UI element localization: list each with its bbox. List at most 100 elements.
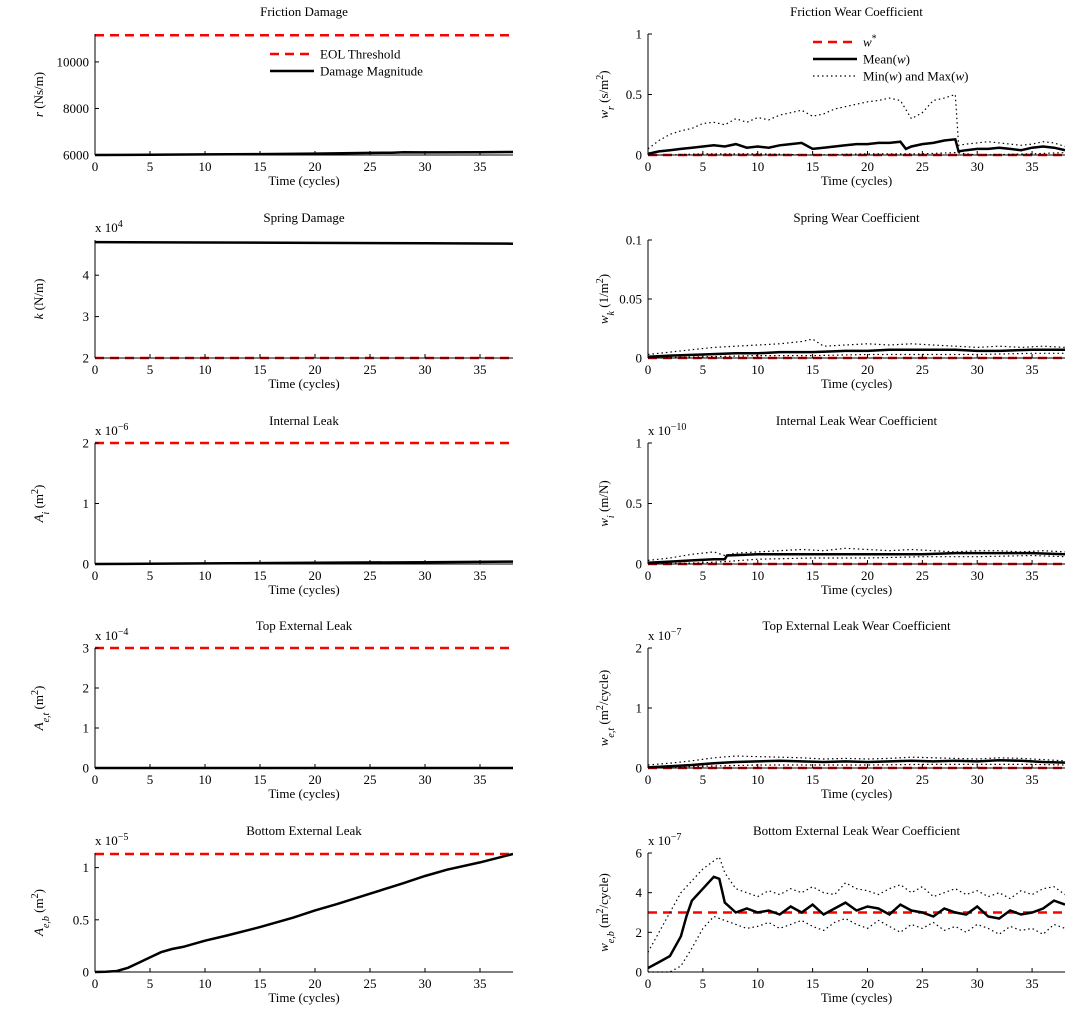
x-tick-label: 20 — [861, 976, 874, 991]
axis-multiplier: x 10−7 — [648, 832, 681, 849]
x-tick-label: 35 — [1026, 159, 1039, 174]
series-solid-black-1 — [648, 875, 1065, 970]
x-tick-label: 25 — [364, 772, 377, 787]
x-tick-label: 35 — [1026, 362, 1039, 377]
x-tick-label: 20 — [861, 568, 874, 583]
x-tick-label: 35 — [1026, 568, 1039, 583]
series-solid-black-1 — [95, 852, 513, 974]
x-tick-label: 25 — [916, 159, 929, 174]
chart-title: Internal Leak Wear Coefficient — [776, 413, 938, 428]
y-axis-label: r (Ns/m) — [31, 72, 46, 117]
series-dotted-black-2 — [648, 547, 1065, 561]
x-tick-label: 30 — [971, 362, 984, 377]
x-tick-label: 30 — [419, 159, 432, 174]
legend: EOL Threshold Damage Magnitude — [270, 47, 423, 79]
x-tick-label: 10 — [199, 568, 212, 583]
chart-panel-spring-damage: 0 5 10 15 20 25 30 35 2 3 4 Spring Damage Time (cycl… — [31, 210, 513, 391]
series-solid-black-1 — [648, 348, 1065, 359]
series-solid-black-1 — [648, 758, 1065, 769]
chart-panel-bottom-external-leak-wear: 0 5 10 15 20 25 30 35 0 2 4 6 Bottom External Leak W… — [595, 823, 1065, 1005]
chart-panel-spring-wear: 0 5 10 15 20 25 30 35 0 0.05 0.1 Spring Wear Coeffi… — [595, 210, 1065, 391]
axis-multiplier: x 10−4 — [95, 627, 128, 644]
x-axis-label: Time (cycles) — [821, 173, 892, 188]
series-dotted-black-3 — [648, 763, 1065, 769]
chart-panel-internal-leak-wear: 0 5 10 15 20 25 30 35 0 0.5 1 Internal Leak Wear Co… — [596, 413, 1065, 597]
y-tick-label: 0 — [636, 965, 643, 980]
y-axis-label: wi (m/N) — [596, 480, 617, 526]
y-tick-label: 3 — [83, 309, 90, 324]
x-tick-label: 30 — [419, 772, 432, 787]
y-tick-label: 0 — [636, 148, 643, 163]
y-tick-label: 1 — [83, 496, 90, 511]
y-tick-label: 3 — [83, 641, 90, 656]
chart-title: Top External Leak Wear Coefficient — [762, 618, 951, 633]
series-solid-black-1 — [648, 137, 1065, 156]
x-tick-label: 15 — [254, 976, 267, 991]
x-tick-label: 30 — [419, 568, 432, 583]
x-tick-label: 20 — [309, 976, 322, 991]
series-dotted-black-3 — [648, 554, 1065, 565]
x-tick-label: 35 — [1026, 772, 1039, 787]
x-axis-label: Time (cycles) — [821, 990, 892, 1005]
x-tick-label: 25 — [364, 159, 377, 174]
x-tick-label: 30 — [971, 568, 984, 583]
x-tick-label: 35 — [474, 772, 487, 787]
x-axis-label: Time (cycles) — [268, 786, 339, 801]
x-tick-label: 25 — [916, 976, 929, 991]
x-tick-label: 5 — [147, 976, 154, 991]
chart-title: Internal Leak — [269, 413, 339, 428]
y-tick-label: 2 — [83, 351, 90, 366]
chart-title: Friction Damage — [260, 4, 348, 19]
chart-title: Bottom External Leak — [246, 823, 362, 838]
x-tick-label: 25 — [916, 362, 929, 377]
y-tick-label: 0 — [83, 965, 90, 980]
x-tick-label: 15 — [806, 976, 819, 991]
chart-panel-friction-damage: 0 5 10 15 20 25 30 35 6000 8000 10000 Friction Dama… — [31, 4, 513, 188]
y-tick-label: 1 — [636, 436, 643, 451]
x-tick-label: 0 — [92, 772, 99, 787]
y-tick-label: 1 — [83, 721, 90, 736]
chart-panel-friction-wear: 0 5 10 15 20 25 30 35 0 0.5 1 Friction Wear Coeffic… — [595, 4, 1065, 188]
y-axis-label: Ae,t (m2) — [30, 686, 52, 732]
legend-label: EOL Threshold — [320, 47, 401, 62]
y-tick-label: 0 — [636, 557, 643, 572]
y-tick-label: 0.5 — [73, 912, 89, 927]
x-tick-label: 10 — [199, 976, 212, 991]
x-axis-label: Time (cycles) — [268, 173, 339, 188]
x-tick-label: 30 — [971, 159, 984, 174]
x-axis-label: Time (cycles) — [268, 990, 339, 1005]
x-tick-label: 20 — [309, 362, 322, 377]
x-axis-label: Time (cycles) — [821, 376, 892, 391]
y-tick-label: 2 — [636, 641, 643, 656]
x-axis-label: Time (cycles) — [268, 376, 339, 391]
x-tick-label: 0 — [645, 976, 652, 991]
y-tick-label: 4 — [636, 885, 643, 900]
chart-panel-bottom-external-leak: 0 5 10 15 20 25 30 35 0 0.5 1 Bottom External Leak T… — [30, 823, 513, 1005]
y-axis-label: we,t (m2/cycle) — [595, 670, 617, 746]
y-axis-label: Ae,b (m2) — [30, 889, 52, 937]
x-tick-label: 0 — [645, 362, 652, 377]
series-solid-black-1 — [648, 551, 1065, 565]
y-tick-label: 1 — [83, 860, 90, 875]
y-tick-label: 0.1 — [626, 233, 642, 248]
y-tick-label: 6000 — [63, 148, 89, 163]
x-tick-label: 10 — [199, 772, 212, 787]
chart-panel-top-external-leak-wear: 0 5 10 15 20 25 30 35 0 1 2 Top External Leak Wear … — [595, 618, 1065, 801]
x-tick-label: 10 — [751, 159, 764, 174]
x-tick-label: 20 — [309, 159, 322, 174]
x-axis-label: Time (cycles) — [268, 582, 339, 597]
x-tick-label: 5 — [700, 159, 707, 174]
x-tick-label: 15 — [254, 362, 267, 377]
series-dotted-black-2 — [648, 338, 1065, 356]
x-tick-label: 5 — [147, 362, 154, 377]
x-tick-label: 30 — [419, 976, 432, 991]
x-tick-label: 20 — [861, 362, 874, 377]
y-tick-label: 2 — [636, 925, 643, 940]
x-tick-label: 0 — [645, 568, 652, 583]
x-tick-label: 5 — [700, 772, 707, 787]
x-tick-label: 10 — [751, 772, 764, 787]
x-tick-label: 0 — [645, 772, 652, 787]
x-tick-label: 20 — [309, 568, 322, 583]
legend: w* Mean(w) Min(w) and Max(w) — [813, 33, 968, 84]
